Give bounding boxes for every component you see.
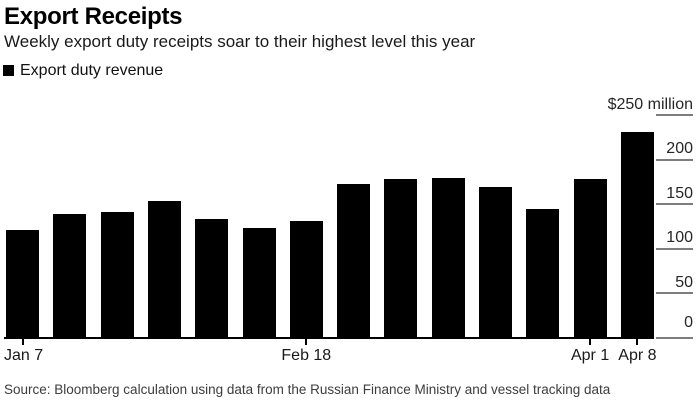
legend-swatch-icon [3,65,14,76]
bar [479,187,512,337]
legend-label: Export duty revenue [20,62,164,79]
legend: Export duty revenue [3,62,163,79]
bar [242,227,276,337]
x-axis-tick-label: Feb 18 [281,347,332,364]
y-axis-tick [656,158,693,161]
y-axis-tick-label: 100 [666,229,693,246]
y-axis-tick-label: 200 [666,140,693,157]
source-note: Source: Bloomberg calculation using data… [4,382,611,397]
y-axis-tick-label: 0 [684,314,693,331]
bar [431,177,465,337]
bar [384,178,418,337]
x-axis-tick-label: Apr 1 [570,347,610,364]
chart-subtitle: Weekly export duty receipts soar to thei… [4,32,476,51]
x-axis-tick [305,339,308,345]
bar [6,230,39,337]
x-axis-tick-label: Apr 8 [618,347,657,364]
y-axis-tick-label: 150 [666,184,693,202]
bar [195,218,229,337]
bar [53,214,87,337]
y-axis-tick [656,203,693,205]
bar [289,221,323,337]
x-axis-tick-label: Jan 7 [4,347,44,364]
bar [620,132,654,337]
bar [573,178,607,337]
y-axis-tick [656,292,693,294]
bar [526,208,560,337]
chart-title: Export Receipts [4,3,183,30]
y-axis-tick-label: 50 [675,273,693,291]
y-axis-tick [656,336,693,339]
x-axis-tick [589,339,592,345]
bar [147,200,181,337]
x-axis-tick [636,339,639,345]
y-axis-tick [656,114,693,116]
x-axis-line [4,337,654,339]
bar [337,183,371,337]
x-axis-tick [21,339,24,345]
bar [100,211,134,337]
y-axis-tick [656,247,693,250]
y-axis-tick-label: $250 million [607,95,693,113]
